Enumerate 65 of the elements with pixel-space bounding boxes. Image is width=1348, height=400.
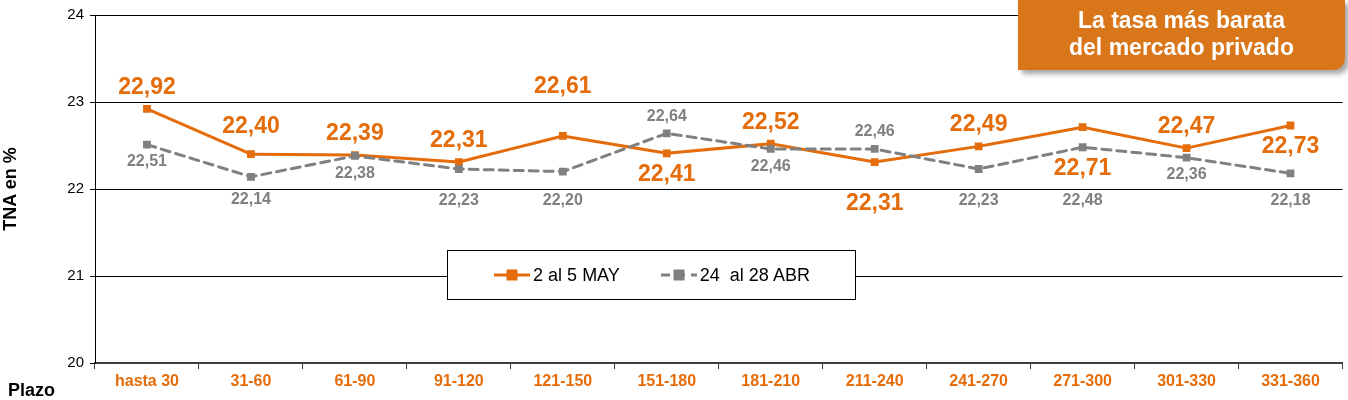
data-label: 22,64 — [646, 106, 687, 124]
x-tick-label: 301-330 — [1157, 372, 1217, 390]
data-label: 22,31 — [430, 126, 488, 153]
data-label: 22,40 — [222, 112, 280, 139]
point — [662, 129, 671, 138]
data-label: 22,23 — [438, 190, 479, 208]
legend-label: 24 al 28 ABR — [699, 264, 810, 286]
data-label: 22,52 — [741, 107, 800, 134]
annotation: La tasa más barata del mercado privado — [1068, 7, 1295, 61]
data-label: 22,41 — [637, 159, 696, 186]
point — [974, 165, 983, 173]
x-tick-label: 151-180 — [637, 372, 697, 390]
y-tick-label: 24 — [67, 5, 84, 23]
point — [1182, 144, 1191, 152]
data-label: 22,46 — [750, 156, 791, 174]
y-tick-label: 22 — [67, 179, 84, 197]
point — [974, 142, 983, 151]
point — [766, 145, 775, 153]
data-label: 22,46 — [854, 122, 895, 140]
point — [662, 149, 671, 158]
data-label: 22,14 — [230, 190, 272, 208]
x-tick-label: 181-210 — [741, 372, 801, 390]
data-label: 22,71 — [1053, 153, 1112, 180]
point — [247, 172, 255, 181]
point — [1078, 143, 1087, 152]
point — [558, 132, 567, 140]
data-label: 22,20 — [542, 191, 583, 209]
x-tick-label: 31-60 — [230, 372, 272, 390]
point — [143, 140, 151, 149]
y-axis-title: TNA en % — [0, 147, 20, 231]
data-label: 22,18 — [1270, 190, 1311, 208]
x-tick-label: 331-360 — [1261, 372, 1320, 390]
data-label: 22,48 — [1062, 190, 1103, 208]
x-tick-label: 61-90 — [334, 372, 376, 390]
data-label: 22,47 — [1157, 112, 1216, 139]
x-axis-title: Plazo — [8, 380, 56, 400]
point — [454, 165, 463, 173]
point — [1286, 169, 1295, 178]
point — [247, 150, 255, 159]
data-label: 22,61 — [534, 72, 592, 99]
data-label: 22,39 — [326, 119, 384, 146]
x-tick-label: hasta 30 — [114, 372, 180, 390]
point — [1078, 123, 1087, 132]
point — [143, 105, 151, 113]
x-tick-label: 91-120 — [433, 372, 484, 390]
y-tick-label: 23 — [67, 92, 84, 110]
x-tick-label: 241-270 — [949, 372, 1009, 390]
point — [870, 158, 879, 166]
x-tick-label: 271-300 — [1053, 372, 1113, 390]
data-label: 22,73 — [1261, 132, 1320, 159]
x-tick-label: 211-240 — [845, 372, 904, 390]
data-label: 22,92 — [118, 73, 176, 100]
y-tick-label: 21 — [67, 266, 84, 284]
data-label: 22,38 — [334, 163, 376, 181]
data-label: 22,36 — [1166, 165, 1207, 183]
x-tick-label: 121-150 — [533, 372, 593, 390]
data-label: 22,49 — [949, 110, 1008, 137]
y-tick-label: 20 — [67, 353, 84, 371]
data-label: 22,51 — [126, 152, 168, 170]
point — [1182, 153, 1191, 162]
point — [558, 167, 567, 176]
data-label: 22,23 — [958, 190, 999, 208]
legend-label: 2 al 5 MAY — [533, 264, 620, 286]
data-label: 22,31 — [845, 188, 904, 215]
point — [870, 145, 879, 153]
